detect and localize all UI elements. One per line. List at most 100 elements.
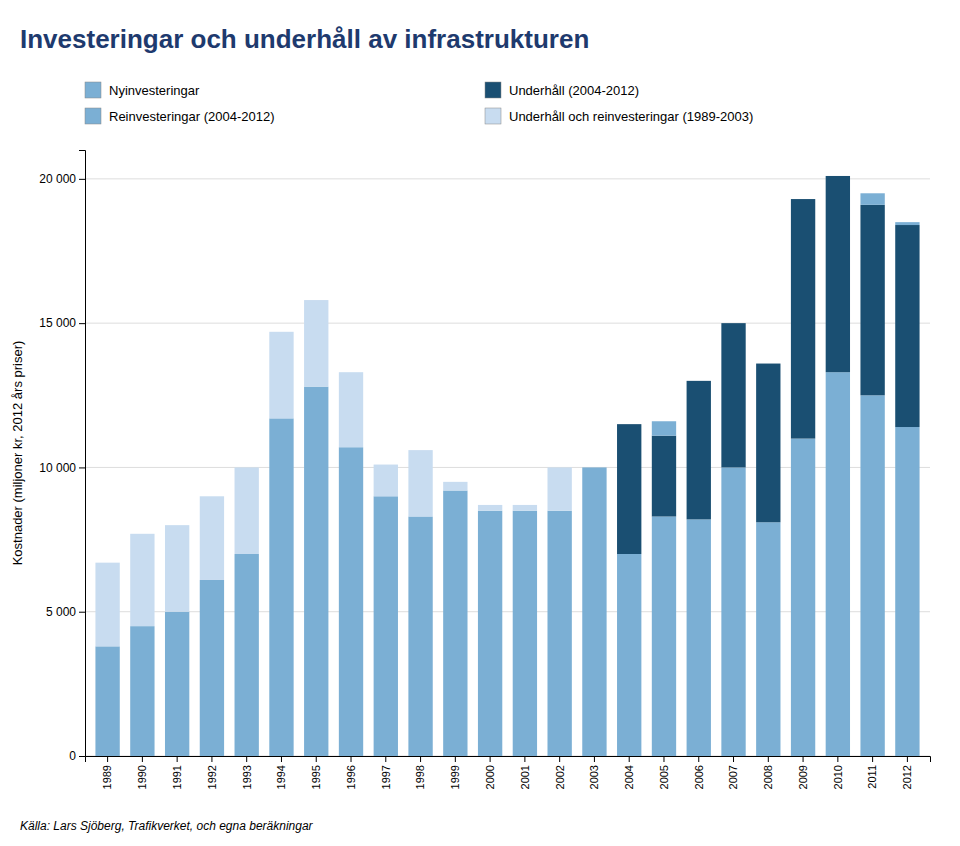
bar — [547, 467, 571, 468]
x-axis: 1989199019911992199319941995199619971998… — [86, 756, 931, 789]
x-tick-mark — [385, 756, 386, 762]
bar — [339, 372, 363, 373]
x-tick: 2010 — [832, 756, 844, 789]
bar — [269, 331, 293, 332]
bar — [756, 522, 780, 756]
x-tick-mark — [629, 756, 630, 762]
bar — [443, 482, 467, 491]
bar — [721, 323, 745, 324]
bar — [652, 516, 676, 756]
x-tick: 1989 — [101, 756, 113, 789]
bar — [304, 300, 328, 301]
y-axis-line — [79, 151, 86, 757]
legend-label: Underhåll och reinvesteringar (1989-2003… — [509, 109, 753, 124]
bar — [478, 504, 502, 505]
bar — [269, 331, 293, 332]
y-tick-label: 0 — [69, 749, 76, 763]
x-tick-mark — [803, 756, 804, 762]
y-axis: 0 5 000 10 000 15 000 20 000 — [39, 151, 85, 764]
x-tick-label: 2010 — [832, 765, 844, 789]
bar — [200, 496, 224, 497]
x-tick-mark — [316, 756, 317, 762]
bar — [547, 467, 571, 510]
y-tick-label: 5 000 — [46, 605, 76, 619]
bar — [895, 427, 919, 756]
y-tick: 20 000 — [39, 172, 85, 186]
x-tick: 2005 — [658, 756, 670, 789]
legend-swatch — [485, 82, 501, 98]
bar — [443, 481, 467, 482]
bar — [95, 646, 119, 756]
bar — [235, 467, 259, 468]
bar — [95, 563, 119, 647]
x-tick: 1999 — [449, 756, 461, 789]
x-tick: 1990 — [136, 756, 148, 789]
bar — [130, 533, 154, 534]
bar — [478, 511, 502, 756]
bar — [860, 193, 884, 205]
x-tick-label: 2001 — [519, 765, 531, 789]
bar — [756, 364, 780, 523]
bar — [826, 372, 850, 756]
legend-item: Underhåll och reinvesteringar (1989-2003… — [485, 108, 753, 124]
title: Investeringar och underhåll av infrastru… — [20, 24, 589, 54]
x-tick-label: 2011 — [866, 765, 878, 789]
bar — [860, 395, 884, 756]
series — [652, 193, 920, 435]
bar — [791, 199, 815, 200]
y-tick-label: 20 000 — [39, 172, 76, 186]
x-tick-label: 2009 — [797, 765, 809, 789]
bar — [721, 467, 745, 756]
x-tick: 2006 — [693, 756, 705, 789]
bar — [269, 332, 293, 419]
grid — [85, 179, 930, 756]
x-tick-label: 1989 — [101, 765, 113, 789]
y-tick: 15 000 — [39, 316, 85, 330]
x-tick-mark — [246, 756, 247, 762]
x-tick: 2009 — [797, 756, 809, 789]
x-tick: 1992 — [206, 756, 218, 789]
bar — [339, 447, 363, 756]
x-tick-mark — [211, 756, 212, 762]
bar — [408, 450, 432, 451]
legend: NyinvesteringarUnderhåll (2004-2012)Rein… — [85, 82, 753, 124]
bar — [130, 533, 154, 534]
plot: 1989199019911992199319941995199619971998… — [39, 151, 930, 790]
x-tick: 2012 — [901, 756, 913, 789]
bars — [95, 176, 919, 756]
x-tick-label: 2007 — [727, 765, 739, 789]
x-tick-mark — [837, 756, 838, 762]
x-tick-mark — [872, 756, 873, 762]
bar — [374, 465, 398, 497]
x-tick: 2007 — [727, 756, 739, 789]
bar — [826, 176, 850, 372]
bar — [269, 418, 293, 756]
y-tick: 10 000 — [39, 461, 85, 475]
bar — [200, 496, 224, 580]
bar — [478, 504, 502, 505]
x-tick-mark — [420, 756, 421, 762]
bar — [652, 421, 676, 435]
bar — [513, 511, 537, 756]
bar — [95, 562, 119, 563]
bar — [165, 525, 189, 526]
x-tick: 1991 — [171, 756, 183, 789]
x-tick: 1996 — [345, 756, 357, 789]
x-tick: 2004 — [623, 756, 635, 789]
x-tick-label: 1990 — [136, 765, 148, 789]
bar — [547, 467, 571, 468]
x-tick-label: 2006 — [693, 765, 705, 789]
x-tick-label: 2005 — [658, 765, 670, 789]
bar — [582, 467, 606, 468]
x-tick: 2000 — [484, 756, 496, 789]
x-tick-label: 2008 — [762, 765, 774, 789]
bar — [895, 225, 919, 427]
chart: Investeringar och underhåll av infrastru… — [0, 0, 960, 846]
x-tick-label: 2004 — [623, 765, 635, 789]
y-tick-mark — [79, 179, 85, 180]
bar — [756, 363, 780, 364]
y-tick-mark — [79, 467, 85, 468]
source-note: Källa: Lars Sjöberg, Trafikverket, och e… — [20, 819, 314, 833]
bar — [687, 381, 711, 520]
legend-label: Underhåll (2004-2012) — [509, 83, 639, 98]
